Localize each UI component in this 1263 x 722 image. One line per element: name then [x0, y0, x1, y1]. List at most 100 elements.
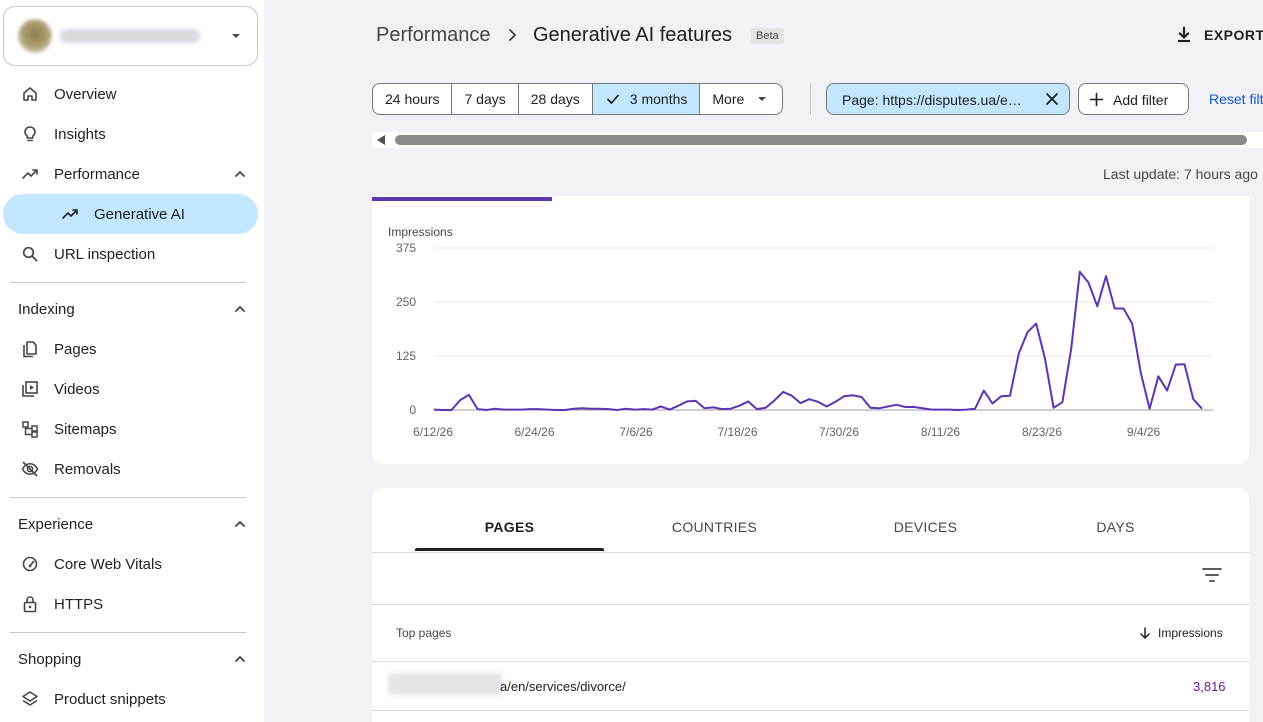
metric-accent-bar	[372, 197, 552, 201]
nav-product-snippets[interactable]: Product snippets	[3, 679, 258, 719]
nav-videos[interactable]: Videos	[3, 369, 258, 409]
property-selector[interactable]	[3, 6, 258, 66]
plus-icon	[1089, 92, 1104, 107]
caret-down-icon	[758, 97, 767, 101]
range-3-months[interactable]: 3 months	[592, 84, 701, 114]
x-tick-label: 6/12/26	[413, 425, 453, 439]
caret-down-icon	[232, 34, 240, 38]
chevron-up-icon[interactable]	[233, 167, 247, 181]
beta-badge: Beta	[751, 28, 784, 44]
arrow-down-icon	[1140, 627, 1150, 639]
sidebar-divider	[10, 282, 246, 283]
table-card	[372, 488, 1249, 722]
x-tick-label: 7/18/26	[717, 425, 757, 439]
horizontal-scrollbar[interactable]	[372, 132, 1263, 148]
scrollbar-thumb[interactable]	[395, 135, 1247, 145]
sidebar: Overview Insights Performance Generative…	[0, 0, 264, 722]
range-24-hours[interactable]: 24 hours	[373, 84, 453, 114]
chart-card	[372, 196, 1249, 464]
nav-core-web-vitals[interactable]: Core Web Vitals	[3, 544, 258, 584]
video-icon	[22, 381, 38, 397]
tab-indicator	[415, 548, 604, 551]
sidebar-divider	[10, 497, 246, 498]
range-7-days[interactable]: 7 days	[452, 84, 519, 114]
section-shopping: Shopping	[18, 651, 82, 668]
nav-core-web-vitals-label: Core Web Vitals	[54, 556, 162, 573]
y-tick-label: 250	[396, 295, 416, 309]
y-tick-label: 375	[396, 241, 416, 255]
tab-pages[interactable]: PAGES	[484, 519, 535, 535]
range-24-hours-label: 24 hours	[385, 91, 440, 107]
property-name-blurred	[60, 29, 200, 43]
search-icon	[22, 246, 38, 262]
trending-up-icon	[62, 209, 78, 219]
section-indexing: Indexing	[18, 301, 75, 318]
check-icon	[606, 94, 619, 104]
nav-removals-label: Removals	[54, 461, 121, 478]
nav-insights[interactable]: Insights	[3, 114, 258, 154]
chevron-up-icon[interactable]	[233, 302, 247, 316]
row-divider	[372, 710, 1249, 711]
range-7-days-label: 7 days	[464, 91, 506, 107]
redacted-domain	[388, 673, 502, 695]
header-divider	[372, 661, 1249, 662]
nav-performance-label: Performance	[54, 166, 140, 183]
nav-generative-ai[interactable]: Generative AI	[3, 194, 258, 234]
close-icon[interactable]	[1045, 92, 1059, 106]
row-url[interactable]: a/en/services/divorce/	[500, 679, 626, 694]
series-line	[433, 270, 1203, 411]
nav-performance[interactable]: Performance	[3, 154, 258, 194]
reset-filters-link[interactable]: Reset filters	[1209, 91, 1263, 107]
scroll-left-arrow-icon[interactable]	[377, 135, 385, 145]
property-avatar	[18, 19, 52, 53]
range-more-label: More	[712, 91, 745, 107]
eye-off-icon	[21, 461, 39, 477]
add-filter-label: Add filter	[1113, 92, 1169, 108]
x-tick-label: 6/24/26	[514, 425, 554, 439]
nav-product-snippets-label: Product snippets	[54, 691, 166, 708]
filter-rows-icon[interactable]	[1202, 567, 1222, 583]
nav-insights-label: Insights	[54, 126, 106, 143]
page-filter-chip[interactable]: Page: https://disputes.ua/e…	[826, 83, 1070, 115]
last-update-text: Last update: 7 hours ago	[1103, 166, 1258, 182]
nav-videos-label: Videos	[54, 381, 100, 398]
lock-icon	[23, 596, 37, 613]
nav-sitemaps[interactable]: Sitemaps	[3, 409, 258, 449]
tab-devices[interactable]: DEVICES	[893, 519, 958, 535]
nav-url-inspection[interactable]: URL inspection	[3, 234, 258, 274]
column-header-impressions[interactable]: Impressions	[1138, 626, 1223, 640]
nav-pages-label: Pages	[54, 341, 97, 358]
nav-overview[interactable]: Overview	[3, 74, 258, 114]
y-axis-label: Impressions	[388, 225, 453, 239]
section-experience: Experience	[18, 516, 94, 533]
nav-generative-ai-label: Generative AI	[94, 206, 185, 223]
range-3-months-label: 3 months	[629, 91, 688, 107]
sitemap-icon	[22, 421, 38, 438]
gauge-icon	[22, 556, 38, 572]
nav-https[interactable]: HTTPS	[3, 584, 258, 624]
chevron-up-icon[interactable]	[233, 652, 247, 666]
nav-overview-label: Overview	[54, 86, 117, 103]
export-button[interactable]: EXPORT	[1174, 24, 1263, 46]
range-more[interactable]: More	[700, 84, 782, 114]
page-title: Generative AI features	[533, 24, 733, 46]
x-tick-label: 8/11/26	[921, 425, 960, 439]
nav-removals[interactable]: Removals	[3, 449, 258, 489]
tab-countries[interactable]: COUNTRIES	[671, 519, 758, 535]
range-28-days[interactable]: 28 days	[519, 84, 593, 114]
column-header-top-pages: Top pages	[396, 626, 452, 640]
sidebar-divider	[10, 632, 246, 633]
y-tick-label: 125	[396, 349, 416, 363]
export-label: EXPORT	[1204, 27, 1263, 43]
x-tick-label: 7/30/26	[819, 425, 859, 439]
y-tick-label: 0	[409, 403, 416, 417]
tab-days[interactable]: DAYS	[1096, 519, 1135, 535]
nav-pages[interactable]: Pages	[3, 329, 258, 369]
add-filter-button[interactable]: Add filter	[1078, 83, 1189, 115]
range-28-days-label: 28 days	[530, 91, 580, 107]
x-tick-label: 8/23/26	[1022, 425, 1062, 439]
chevron-up-icon[interactable]	[233, 517, 247, 531]
nav-sitemaps-label: Sitemaps	[54, 421, 117, 438]
breadcrumb-performance[interactable]: Performance	[376, 24, 491, 46]
nav-url-inspection-label: URL inspection	[54, 246, 156, 263]
